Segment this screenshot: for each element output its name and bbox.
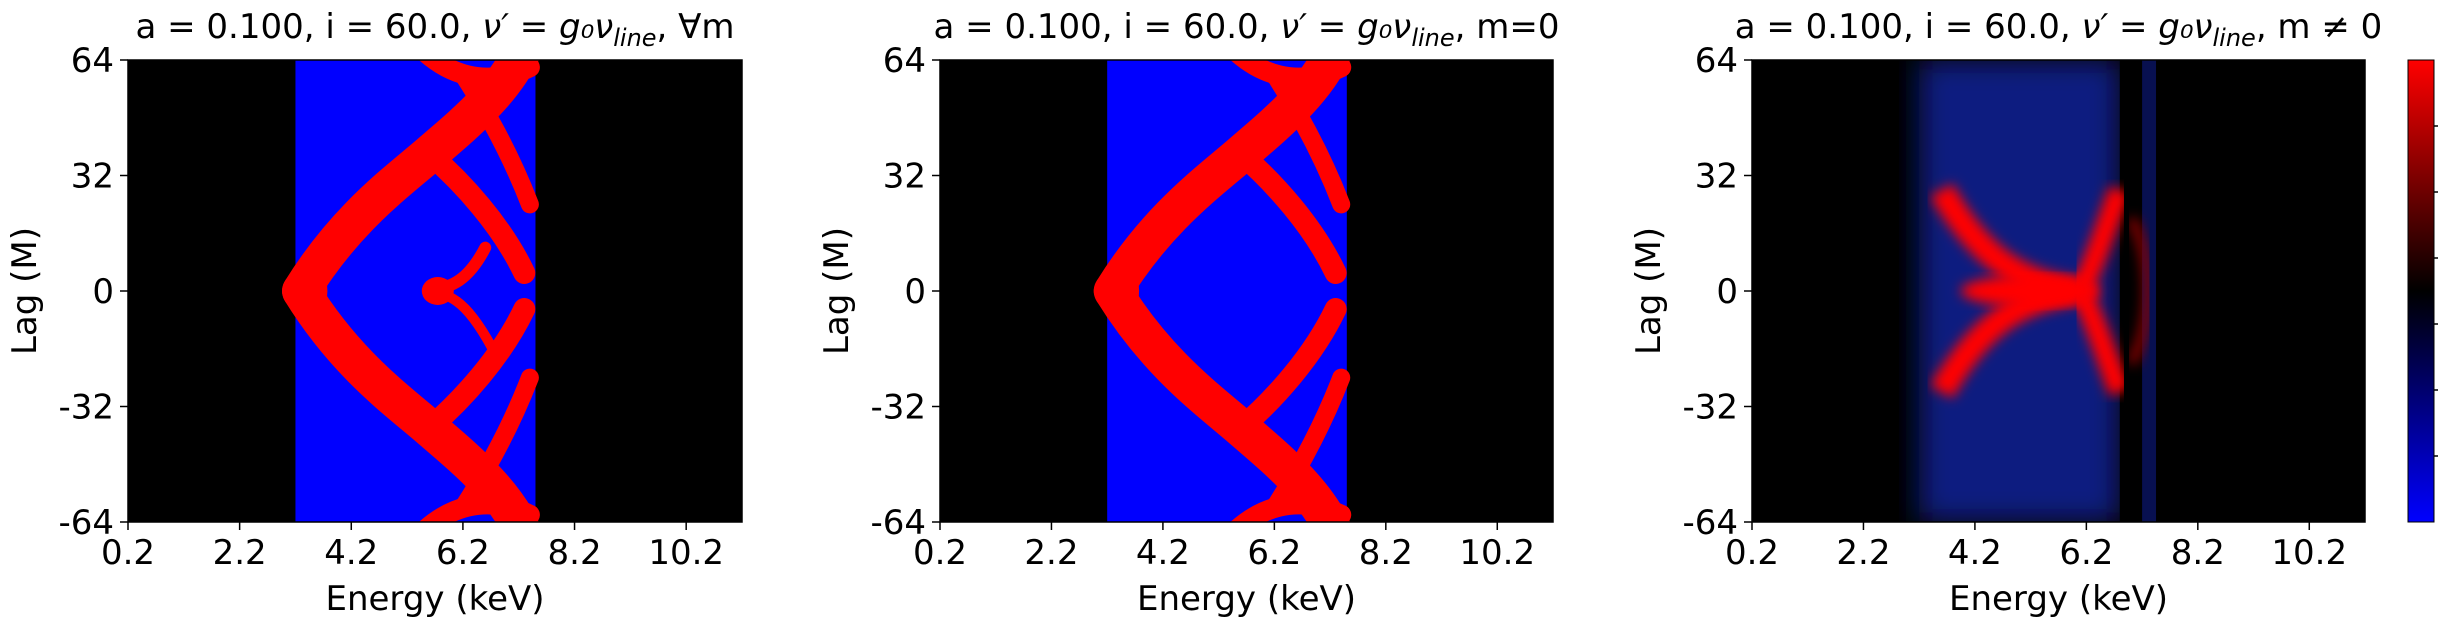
x-tick-label: 6.2 (2059, 533, 2113, 573)
response-core (1960, 275, 2101, 307)
y-tick-label: -64 (1682, 503, 1738, 543)
y-tick-label: -64 (870, 503, 926, 543)
y-axis-label: Lag (M) (1629, 227, 1669, 355)
response-arc-3 (418, 142, 536, 284)
x-tick-label: 2.2 (1836, 533, 1890, 573)
response-arc-8 (1230, 494, 1352, 522)
response-arc-5 (1265, 65, 1351, 214)
response-arc-8 (419, 494, 540, 522)
inner-blob (421, 277, 454, 305)
x-tick-label: 10.2 (1459, 533, 1535, 573)
panel-1: 0.2 2.2 4.2 6.2 8.2 10.2 64 32 0 -32 -64 Energy (ke… (5, 7, 743, 619)
y-tick-label: 0 (904, 272, 926, 312)
x-tick-label: 6.2 (436, 533, 490, 573)
faint-arc (2126, 216, 2153, 366)
response-arc-4 (1229, 298, 1347, 440)
panel-2: 0.2 2.2 4.2 6.2 8.2 10.2 64 32 0 -32 -64 Energy (ke… (817, 7, 1559, 619)
x-tick-label: 0.2 (913, 533, 967, 573)
y-tick-label: -32 (58, 388, 114, 428)
x-tick-label: 0.2 (1725, 533, 1779, 573)
panel-title: a = 0.100, i = 60.0, ν′ = g₀νline, ∀m (135, 7, 734, 52)
x-tick-label: 8.2 (548, 533, 602, 573)
x-tick-label: 2.2 (213, 533, 267, 573)
y-tick-label: 32 (1695, 157, 1738, 197)
x-tick-label: 0.2 (101, 533, 155, 573)
response-arc-7 (419, 60, 540, 88)
y-tick-label: 32 (883, 157, 926, 197)
panel-3: 0.2 2.2 4.2 6.2 8.2 10.2 64 32 0 -32 -64 Energy (ke… (1629, 7, 2382, 619)
heatmap-area (1752, 60, 2365, 522)
response-arc-3 (2070, 286, 2131, 397)
heatmap-area (940, 60, 1553, 522)
y-tick-label: 0 (1716, 272, 1738, 312)
response-arc-6 (1265, 368, 1351, 517)
y-tick-label: -32 (870, 388, 926, 428)
y-tick-label: -64 (58, 503, 114, 543)
x-tick-label: 8.2 (1359, 533, 1413, 573)
heatmap-area (128, 60, 742, 522)
panel-title: a = 0.100, i = 60.0, ν′ = g₀νline, m=0 (934, 7, 1560, 52)
x-tick-label: 2.2 (1024, 533, 1078, 573)
panel-title: a = 0.100, i = 60.0, ν′ = g₀νline, m ≠ 0 (1735, 7, 2383, 52)
response-arc-5 (453, 65, 539, 214)
x-axis-label: Energy (keV) (1949, 579, 2168, 619)
y-tick-label: 64 (883, 41, 926, 81)
x-tick-label: 10.2 (2271, 533, 2347, 573)
x-tick-label: 4.2 (1136, 533, 1190, 573)
response-arc-6 (453, 368, 539, 517)
x-tick-label: 10.2 (648, 533, 724, 573)
response-arc-2 (2070, 185, 2131, 296)
x-axis-label: Energy (keV) (1137, 579, 1356, 619)
colorbar-gradient (2407, 59, 2435, 523)
y-tick-label: 32 (71, 157, 114, 197)
response-arc-7 (1230, 60, 1352, 88)
x-tick-label: 4.2 (1948, 533, 2002, 573)
response-cusp (1103, 265, 1140, 317)
x-axis-label: Energy (keV) (325, 579, 544, 619)
response-arc-4 (418, 298, 536, 440)
y-tick-label: -32 (1682, 388, 1738, 428)
y-axis-label: Lag (M) (817, 227, 857, 355)
y-tick-label: 0 (92, 272, 114, 312)
response-arc-3 (1229, 142, 1347, 284)
x-tick-label: 8.2 (2171, 533, 2225, 573)
x-tick-label: 6.2 (1247, 533, 1301, 573)
x-tick-label: 4.2 (324, 533, 378, 573)
dark-gap (2119, 60, 2143, 522)
y-tick-label: 64 (1695, 41, 1738, 81)
response-cusp (291, 265, 328, 317)
colorbar (2407, 59, 2438, 523)
y-tick-label: 64 (71, 41, 114, 81)
y-axis-label: Lag (M) (5, 227, 45, 355)
